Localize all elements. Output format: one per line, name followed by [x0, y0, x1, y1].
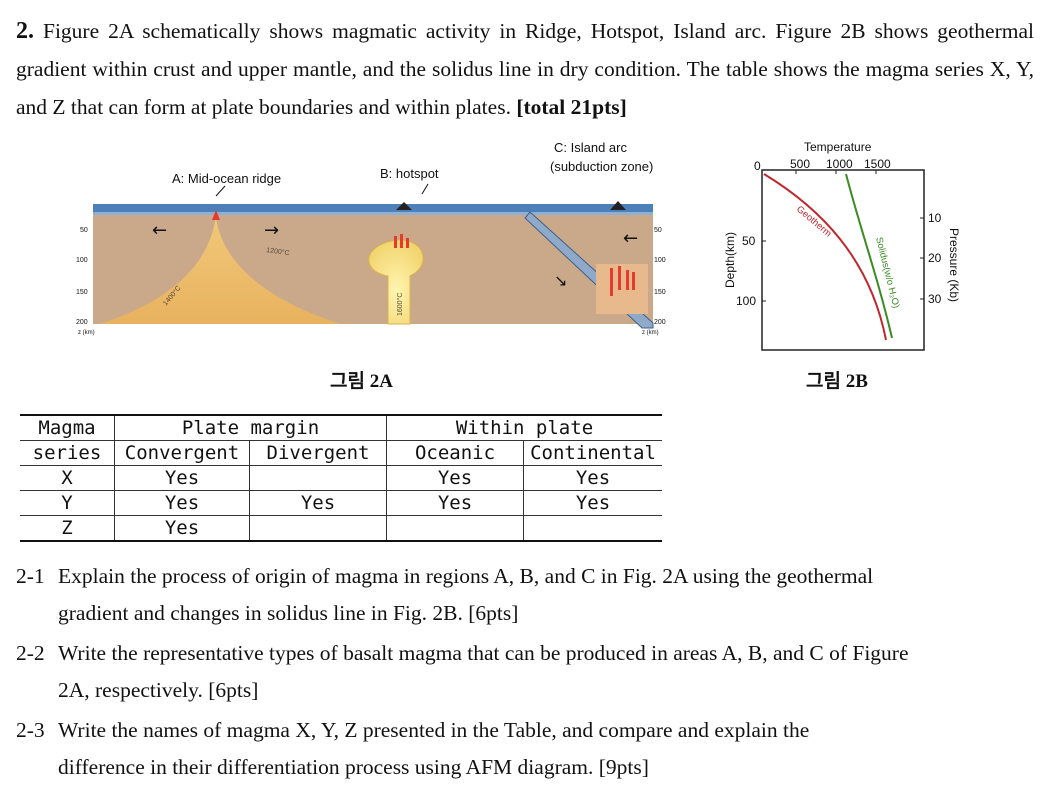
intro-text: Figure 2A schematically shows magmatic a…	[16, 19, 1035, 119]
question-2-3: 2-3 Write the names of magma X, Y, Z pres…	[16, 712, 1034, 786]
row-series: Y	[20, 490, 115, 516]
cell-convergent: Yes	[114, 465, 250, 491]
label-c1: C: Island arc	[554, 140, 627, 155]
header-within-plate: Within plate	[386, 414, 662, 441]
arc-melt	[610, 266, 635, 296]
plume-melt	[394, 234, 409, 248]
table-row: X Yes Yes Yes	[20, 465, 662, 491]
question-number: 2-2	[16, 641, 45, 665]
pressure-tick-10: 10	[928, 211, 942, 225]
cell-oceanic: Yes	[386, 465, 524, 491]
figure-2a: ← → ← ↘ A: Mid-ocean ridge B: hotspot C:…	[76, 140, 666, 336]
cell-divergent: Yes	[249, 490, 387, 516]
header-divergent: Divergent	[249, 440, 387, 466]
temp-tick-500: 500	[790, 157, 810, 171]
svg-text:←: ←	[623, 228, 638, 249]
caption-2a: 그림 2A	[330, 371, 393, 392]
row-series: X	[20, 465, 115, 491]
depth-unit: z (km)	[78, 330, 95, 336]
svg-text:→: →	[264, 220, 279, 241]
svg-text:←: ←	[152, 220, 167, 241]
solidus-label: Solidus(w/o H₂O)	[873, 236, 901, 309]
label-c2: (subduction zone)	[550, 159, 653, 174]
cell-convergent: Yes	[114, 490, 250, 516]
plot-frame	[761, 169, 925, 351]
depth-tick-150: 150	[76, 289, 88, 296]
cell-oceanic: Yes	[386, 490, 524, 516]
question-number: 2-1	[16, 564, 45, 588]
question-number: 2-3	[16, 718, 45, 742]
wedge-melt-zone	[596, 264, 648, 314]
temp-tick-1500: 1500	[864, 157, 891, 171]
temp-tick-0: 0	[754, 159, 761, 173]
depth-unit-right: z (km)	[642, 330, 659, 336]
question-2-2: 2-2 Write the representative types of bas…	[16, 635, 1034, 709]
plate-motion-arrows: ← → ← ↘	[152, 220, 638, 290]
depth-tick-50: 50	[80, 227, 88, 234]
table-row: Y Yes Yes Yes Yes	[20, 490, 662, 516]
question-text-line1: Explain the process of origin of magma i…	[58, 564, 874, 588]
arc-volcano	[610, 201, 626, 210]
depth-tick-100-right: 100	[654, 257, 666, 264]
pressure-tick-30: 30	[928, 292, 942, 306]
question-text-line2: 2A, respectively. [6pts]	[58, 678, 259, 702]
caption-2b: 그림 2B	[806, 371, 868, 392]
figure-2b: Temperature 0 500 1000 1500 50 100 10 20…	[723, 140, 961, 351]
cell-convergent: Yes	[114, 515, 250, 542]
ocean-layer	[93, 204, 653, 212]
temp-tick-1000: 1000	[826, 157, 853, 171]
pressure-axis-label: Pressure (Kb)	[947, 228, 961, 302]
cell-continental	[523, 515, 662, 542]
geotherm-curve	[763, 173, 887, 341]
depth-tick-150-right: 150	[654, 289, 666, 296]
depth-tick-200-right: 200	[654, 319, 666, 326]
header-series: series	[20, 440, 115, 466]
total-points: [total 21pts]	[516, 95, 627, 119]
depth-tick-200: 200	[76, 319, 88, 326]
question-text-line2: gradient and changes in solidus line in …	[58, 601, 519, 625]
svg-text:↘: ↘	[554, 271, 567, 290]
temperature-title: Temperature	[804, 140, 872, 154]
header-oceanic: Oceanic	[386, 440, 524, 466]
geotherm-label: Geotherm	[794, 204, 833, 240]
header-plate-margin: Plate margin	[114, 414, 387, 441]
table-row: Z Yes	[20, 515, 662, 542]
depth-axis-label: Depth(km)	[723, 232, 737, 288]
label-b: B: hotspot	[380, 166, 439, 181]
depth-tick-50-right: 50	[654, 227, 662, 234]
hotspot-volcano	[396, 202, 412, 210]
header-continental: Continental	[523, 440, 662, 466]
question-text-line1: Write the representative types of basalt…	[58, 641, 909, 665]
depth-tick-100: 100	[736, 294, 756, 308]
row-series: Z	[20, 515, 115, 542]
cell-continental: Yes	[523, 465, 662, 491]
cell-continental: Yes	[523, 490, 662, 516]
depth-tick-50: 50	[742, 234, 756, 248]
depth-tick-100: 100	[76, 257, 88, 264]
question-text-line1: Write the names of magma X, Y, Z present…	[58, 718, 810, 742]
ridge-magma	[212, 210, 220, 220]
header-magma: Magma	[20, 414, 115, 441]
label-a: A: Mid-ocean ridge	[172, 171, 281, 186]
problem-intro: 2. Figure 2A schematically shows magmati…	[16, 12, 1034, 126]
cell-divergent	[249, 465, 387, 491]
solidus-curve	[845, 173, 893, 339]
lithosphere-top	[93, 212, 653, 215]
iso-1200: 1200°C	[266, 246, 290, 257]
ridge-hot-zone	[100, 216, 340, 324]
problem-number: 2.	[16, 18, 34, 44]
cell-oceanic	[386, 515, 524, 542]
magma-series-table: Magma Plate margin Within plate series C…	[20, 414, 662, 542]
cell-divergent	[249, 515, 387, 542]
header-convergent: Convergent	[114, 440, 250, 466]
pressure-tick-20: 20	[928, 251, 942, 265]
iso-1600: 1600°C	[396, 293, 404, 316]
question-2-1: 2-1 Explain the process of origin of magm…	[16, 558, 1034, 632]
question-text-line2: difference in their differentiation proc…	[58, 755, 649, 779]
